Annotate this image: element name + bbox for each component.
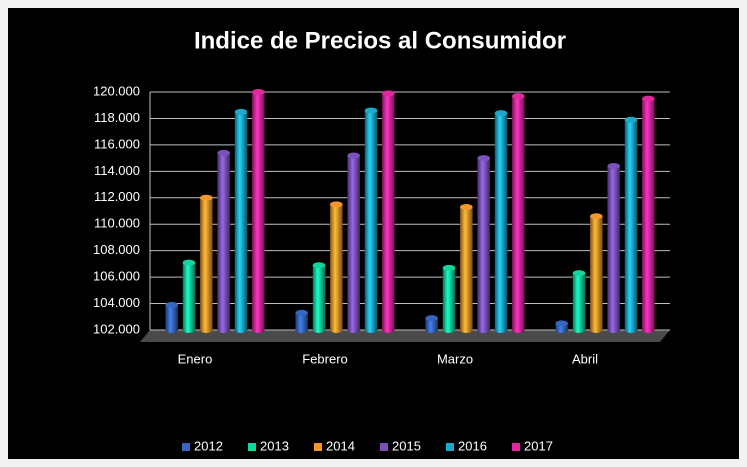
legend-swatch: [446, 443, 454, 451]
bar: [165, 301, 178, 333]
legend-label: 2017: [524, 438, 553, 453]
bar: [442, 264, 456, 333]
bar: [347, 152, 360, 333]
bar: [477, 155, 490, 333]
legend-swatch: [380, 443, 388, 451]
bar: [572, 270, 586, 333]
bar: [234, 108, 248, 333]
legend-label: 2012: [194, 438, 223, 453]
bar: [182, 259, 196, 333]
legend-swatch: [182, 443, 190, 451]
y-tick-label: 102.000: [93, 321, 140, 336]
legend-label: 2015: [392, 438, 421, 453]
bar: [200, 194, 213, 333]
bar: [460, 204, 473, 333]
bar: [252, 89, 265, 333]
bar: [425, 315, 438, 333]
x-tick-label: Febrero: [302, 351, 348, 366]
bar: [607, 163, 620, 333]
bar: [555, 320, 568, 333]
bar: [590, 213, 603, 333]
bar: [512, 92, 525, 333]
bar: [217, 149, 230, 333]
bar: [364, 107, 378, 333]
legend-label: 2014: [326, 438, 355, 453]
legend-swatch: [248, 443, 256, 451]
x-tick-label: Enero: [178, 351, 213, 366]
bar: [330, 201, 343, 333]
bar: [382, 90, 395, 333]
y-tick-label: 114.000: [94, 163, 140, 178]
y-tick-label: 118.000: [94, 110, 140, 125]
bar: [312, 262, 326, 333]
floor: [140, 330, 670, 342]
legend-label: 2013: [260, 438, 289, 453]
bar: [494, 110, 508, 333]
bar: [295, 309, 308, 333]
y-tick-label: 112.000: [94, 189, 140, 204]
bar: [642, 95, 655, 333]
x-tick-label: Marzo: [437, 351, 473, 366]
legend-swatch: [512, 443, 520, 451]
y-tick-label: 120.000: [93, 83, 140, 98]
chart-title: Indice de Precios al Consumidor: [194, 27, 566, 54]
x-tick-label: Abril: [572, 351, 598, 366]
y-tick-label: 110.000: [94, 216, 140, 231]
y-tick-label: 106.000: [93, 269, 140, 284]
bar: [624, 116, 638, 333]
legend-label: 2016: [458, 438, 487, 453]
legend-swatch: [314, 443, 322, 451]
y-tick-label: 116.000: [94, 136, 140, 151]
y-tick-label: 108.000: [93, 242, 140, 257]
y-tick-label: 104.000: [93, 295, 140, 310]
